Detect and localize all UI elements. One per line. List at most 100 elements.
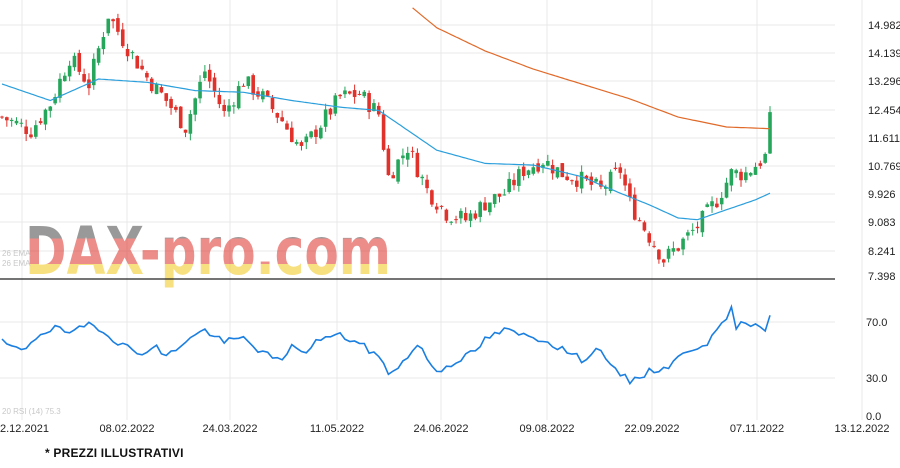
candle-body (154, 83, 159, 95)
y-tick-label: 14.982 (868, 20, 900, 32)
candle-body (381, 114, 386, 150)
y-tick-label: 12.454 (868, 105, 900, 117)
candle-body (521, 166, 526, 177)
candle-body (734, 170, 738, 174)
rsi-tick-label: 0.0 (866, 411, 881, 423)
candle-body (686, 232, 690, 236)
candle-body (637, 220, 642, 222)
candle-body (497, 193, 502, 197)
candle-body (410, 150, 415, 152)
candle-body (700, 210, 705, 233)
candle-body (101, 37, 106, 50)
candle-body (251, 75, 255, 95)
candle-body (502, 194, 507, 196)
candle-body (96, 48, 101, 63)
x-tick-label: 09.08.2022 (519, 423, 574, 435)
candle-body (763, 153, 767, 163)
x-tick-label: 11.05.2022 (310, 423, 364, 435)
candle-body (77, 53, 82, 72)
x-tick-label: 08.02.2022 (99, 423, 154, 435)
y-tick-label: 13.296 (868, 76, 900, 88)
candle-body (299, 142, 304, 146)
candle-body (5, 117, 9, 121)
candle-body (420, 176, 425, 179)
candle-body (574, 180, 579, 187)
candle-body (183, 129, 188, 133)
candle-body (34, 125, 38, 137)
candle-body (425, 179, 429, 189)
candle-body (275, 112, 280, 118)
candle-body (62, 75, 67, 82)
candle-body (488, 202, 492, 213)
candle-body (647, 233, 652, 243)
candle-body (169, 98, 173, 109)
candle-body (391, 175, 396, 179)
candle-body (555, 167, 560, 178)
candle-body (19, 122, 24, 124)
candle-body (628, 183, 632, 198)
candle-body (449, 221, 454, 223)
candle-body (613, 167, 618, 170)
candle-body (599, 180, 603, 187)
candle-body (705, 204, 710, 207)
candle-body (232, 105, 236, 107)
candle-body (434, 206, 439, 210)
candle-body (0, 116, 4, 118)
candle-body (367, 93, 371, 113)
candle-body (145, 72, 149, 78)
rsi-line (1, 304, 771, 386)
candle-body (290, 127, 294, 143)
candle-body (309, 131, 313, 138)
candle-body (681, 238, 685, 250)
y-tick-label: 9.083 (868, 217, 896, 229)
candle-body (236, 86, 241, 109)
candle-body (710, 201, 714, 207)
candle-body (603, 186, 608, 189)
candle-body (570, 180, 574, 182)
candle-body (280, 117, 284, 122)
candle-body (130, 52, 135, 54)
candle-body (135, 55, 140, 69)
candle-body (193, 98, 198, 115)
y-tick-label: 10.769 (868, 161, 900, 173)
candle-body (164, 93, 169, 101)
candle-body (67, 65, 72, 77)
candle-body (560, 163, 565, 178)
candle-body (82, 74, 86, 82)
rsi-tick-label: 70.0 (866, 317, 887, 329)
candle-body (265, 90, 270, 96)
disclaimer-footnote: * PREZZI ILLUSTRATIVI (45, 446, 184, 460)
candle-body (719, 197, 724, 205)
candle-body (753, 166, 758, 175)
candle-body (483, 202, 487, 211)
candle-body (536, 163, 540, 172)
candle-body (362, 91, 367, 97)
candle-body (72, 55, 77, 68)
x-tick-label: 24.03.2022 (202, 423, 257, 435)
x-tick-label: 22.09.2022 (624, 423, 679, 435)
candle-body (159, 87, 164, 93)
rsi-tick-label: 30.0 (866, 373, 887, 385)
candle-body (323, 109, 328, 127)
candle-body (729, 169, 734, 186)
candle-body (188, 114, 193, 134)
candle-body (594, 178, 598, 182)
candle-body (459, 210, 463, 219)
candle-body (468, 213, 473, 221)
candle-body (632, 194, 637, 220)
candle-body (9, 119, 14, 122)
candle-body (386, 148, 391, 176)
candle-body (285, 123, 289, 130)
candle-body (48, 106, 53, 111)
candle-body (116, 18, 120, 32)
candle-body (401, 155, 405, 159)
candle-body (149, 78, 154, 92)
candle-body (212, 77, 217, 92)
candle-body (343, 90, 347, 95)
candle-body (43, 109, 48, 125)
candle-body (352, 90, 357, 97)
candle-body (478, 202, 482, 217)
candle-body (396, 159, 400, 182)
logo-watermark: DAX-pro.com (25, 213, 391, 290)
candle-body (203, 71, 207, 78)
